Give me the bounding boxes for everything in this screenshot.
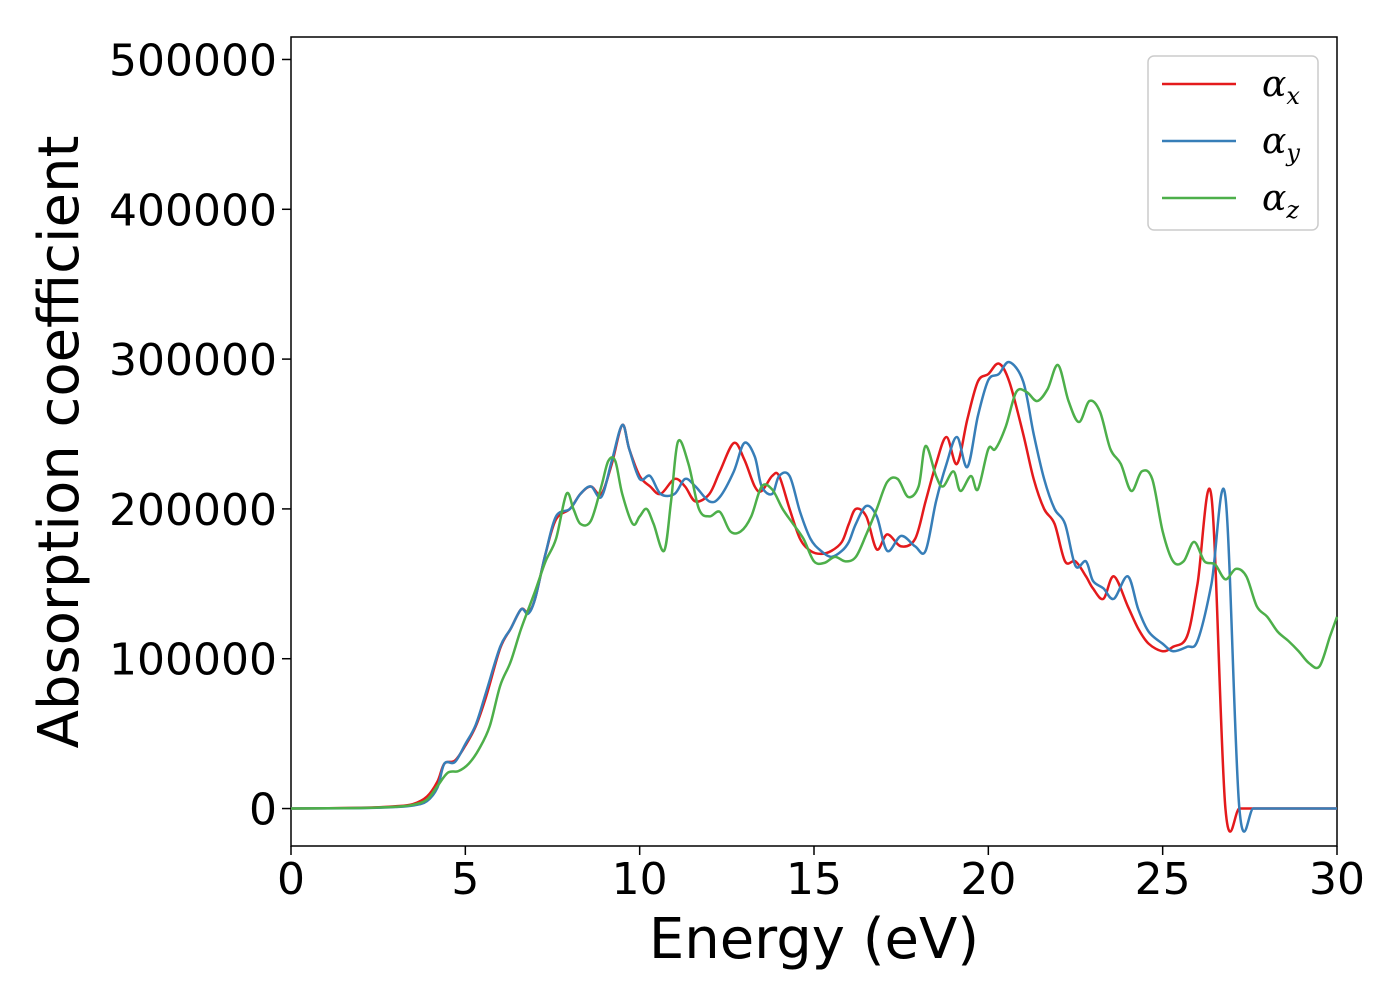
y-tick-label: 500000 <box>109 35 277 86</box>
legend-subscript-z: z <box>1285 196 1299 224</box>
y-tick-label: 200000 <box>109 485 277 536</box>
series-lines <box>290 360 1339 833</box>
y-tick-label: 400000 <box>109 185 277 236</box>
legend-box <box>1147 55 1319 231</box>
x-tick-label: 0 <box>277 854 305 905</box>
y-axis-label: Absorption coefficient <box>27 136 92 749</box>
legend-subscript-x: x <box>1286 82 1300 110</box>
y-tick-label: 0 <box>249 785 277 836</box>
series-line-y <box>290 360 1337 833</box>
x-tick-label: 25 <box>1135 854 1191 905</box>
x-axis-label: Energy (eV) <box>649 907 979 972</box>
x-tick-label: 20 <box>960 854 1016 905</box>
x-tick-label: 5 <box>451 854 479 905</box>
series-line-z <box>290 363 1339 810</box>
x-tick-label: 10 <box>612 854 668 905</box>
legend-subscript-y: y <box>1285 139 1300 167</box>
y-axis-ticks: 0 100000 200000 300000 400000 500000 <box>109 35 291 836</box>
x-tick-label: 15 <box>786 854 842 905</box>
x-tick-label: 30 <box>1309 854 1365 905</box>
x-axis-ticks: 0 5 10 15 20 25 30 <box>277 846 1365 905</box>
y-tick-label: 300000 <box>109 335 277 386</box>
y-tick-label: 100000 <box>109 635 277 686</box>
